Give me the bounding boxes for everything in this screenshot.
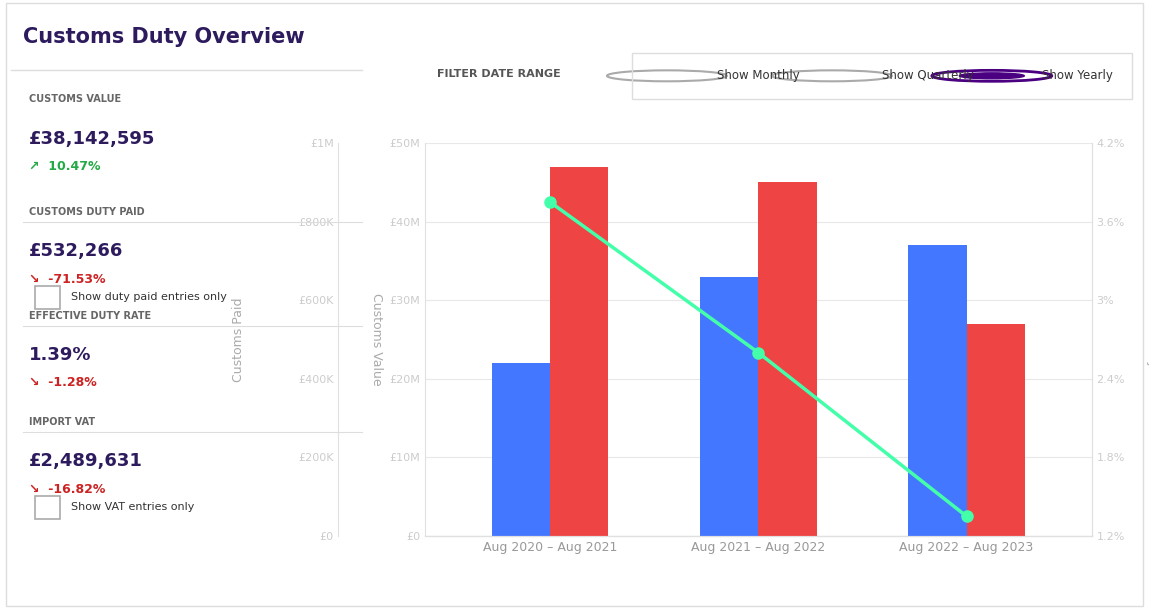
Y-axis label: Customs Paid: Customs Paid: [232, 297, 246, 382]
Bar: [492, 363, 550, 536]
Y-axis label: Customs Value: Customs Value: [370, 293, 383, 386]
Text: Customs Duty Overview: Customs Duty Overview: [23, 27, 304, 48]
Text: 1.39%: 1.39%: [29, 346, 91, 364]
Text: Show Yearly: Show Yearly: [1042, 69, 1112, 82]
Text: CUSTOMS DUTY PAID: CUSTOMS DUTY PAID: [29, 207, 145, 217]
Text: Show Monthly: Show Monthly: [717, 69, 800, 82]
Bar: [758, 183, 817, 536]
Text: Show VAT entries only: Show VAT entries only: [71, 502, 194, 512]
Text: £38,142,595: £38,142,595: [29, 130, 155, 148]
Text: £2,489,631: £2,489,631: [29, 452, 142, 471]
Legend: Customs Value, Customs Duty Paid, Effective Duty Rate: Customs Value, Customs Duty Paid, Effect…: [523, 605, 994, 609]
Bar: [550, 167, 609, 536]
Text: ↘  -1.28%: ↘ -1.28%: [29, 376, 97, 389]
Text: CUSTOMS VALUE: CUSTOMS VALUE: [29, 94, 121, 104]
FancyBboxPatch shape: [36, 496, 60, 519]
FancyBboxPatch shape: [36, 286, 60, 309]
Bar: [908, 245, 966, 536]
Circle shape: [959, 73, 1024, 79]
Text: ↗  10.47%: ↗ 10.47%: [29, 160, 100, 173]
Text: ↘  -71.53%: ↘ -71.53%: [29, 273, 106, 286]
Text: Show duty paid entries only: Show duty paid entries only: [71, 292, 228, 301]
Text: IMPORT VAT: IMPORT VAT: [29, 417, 95, 427]
Text: £532,266: £532,266: [29, 242, 123, 261]
Text: Show Quarterly: Show Quarterly: [882, 69, 973, 82]
Y-axis label: Effective Duty Rate: Effective Duty Rate: [1146, 279, 1149, 400]
Text: FILTER DATE RANGE: FILTER DATE RANGE: [437, 69, 561, 79]
Bar: [966, 324, 1025, 536]
Bar: [700, 276, 758, 536]
Text: ↘  -16.82%: ↘ -16.82%: [29, 483, 105, 496]
Text: EFFECTIVE DUTY RATE: EFFECTIVE DUTY RATE: [29, 311, 151, 320]
